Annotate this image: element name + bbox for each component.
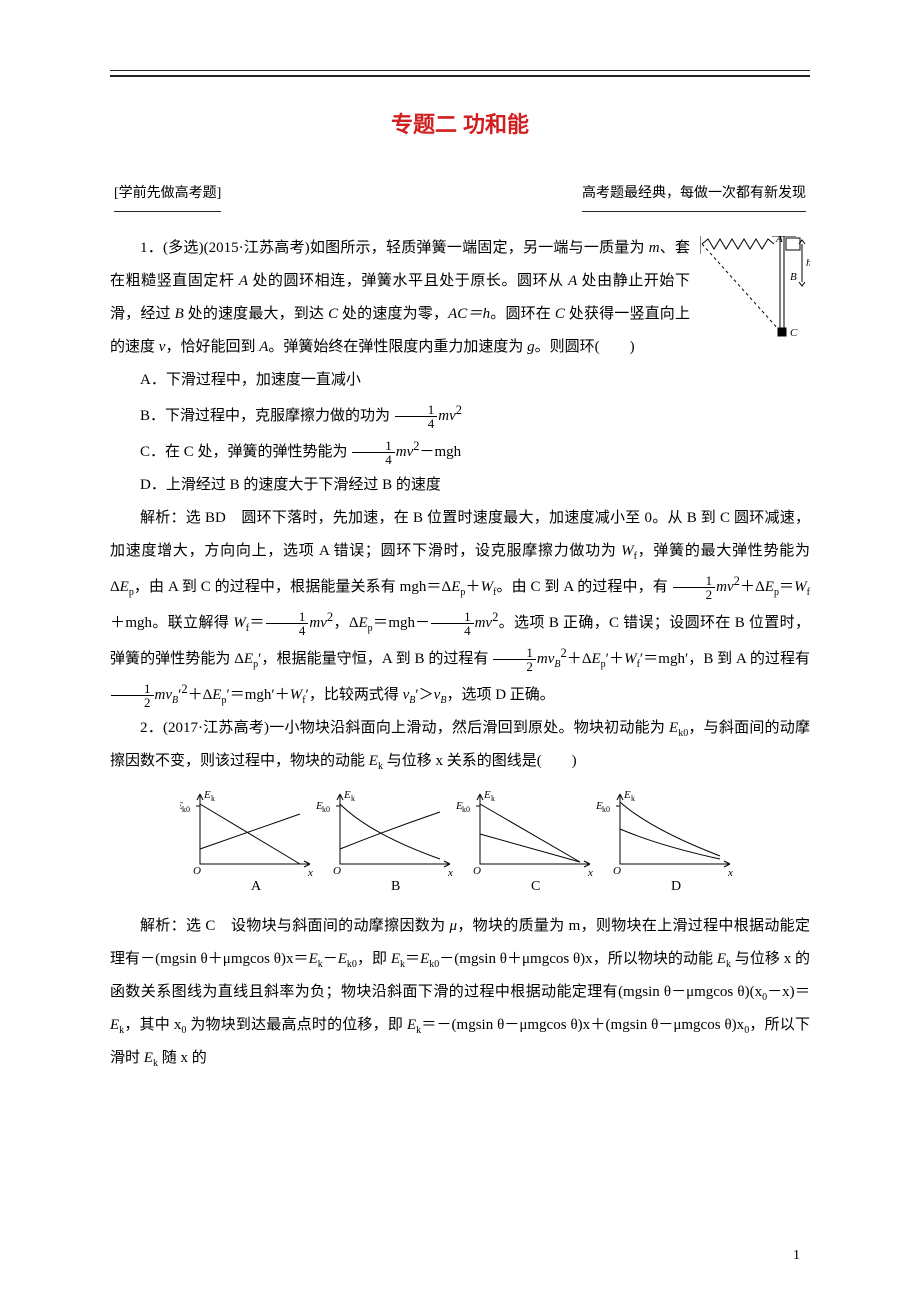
t: E xyxy=(669,720,678,736)
t: 2．(2017·江苏高考)一小物块沿斜面向上滑动，然后滑回到原处。物块初动能为 xyxy=(140,720,669,736)
svg-text:k0: k0 xyxy=(602,805,610,814)
subhead-right: 高考题最经典，每做一次都有新发现 xyxy=(582,179,806,212)
svg-text:k0: k0 xyxy=(462,805,470,814)
t: 。弹簧始终在弹性限度内重力加速度为 xyxy=(268,339,527,355)
svg-text:x: x xyxy=(587,867,593,879)
svg-text:O: O xyxy=(613,865,621,877)
svg-text:A: A xyxy=(251,879,262,894)
t: 随 x 的 xyxy=(158,1050,207,1066)
t: 与位移 x 关系的图线是( ) xyxy=(383,753,577,769)
frac-icon: 14 xyxy=(266,610,309,637)
frac-icon: 12 xyxy=(673,574,716,601)
t: B．下滑过程中，克服摩擦力做的功为 xyxy=(140,408,390,424)
t: C．在 C 处，弹簧的弹性势能为 xyxy=(140,444,348,460)
t: －mgh xyxy=(420,444,462,460)
label-m: m xyxy=(790,236,798,237)
t: ＝ xyxy=(779,579,794,595)
t: ′＝mgh′，B 到 A 的过程有 xyxy=(640,651,810,667)
svg-text:O: O xyxy=(473,865,481,877)
t: ＝mgh－ xyxy=(373,615,430,631)
t: 。则圆环( ) xyxy=(535,339,635,355)
page-title: 专题二 功和能 xyxy=(110,101,810,149)
t: ＋Δ xyxy=(740,579,765,595)
t: 。圆环在 xyxy=(490,306,555,322)
t: W xyxy=(621,543,634,559)
t: ，由 A 到 C 的过程中，根据能量关系有 mgh＝Δ xyxy=(134,579,451,595)
t: ′，根据能量守恒，A 到 B 的过程有 xyxy=(258,651,488,667)
frac-icon: 14 xyxy=(431,610,474,637)
t: ＋mgh。联立解得 xyxy=(110,615,233,631)
q2-sol: 解析：选 C 设物块与斜面间的动摩擦因数为 μ，物块的质量为 m，则物块在上滑过… xyxy=(110,910,810,1075)
t: －x)＝ xyxy=(767,984,810,1000)
t: μ xyxy=(449,918,457,934)
svg-text:E: E xyxy=(483,789,491,801)
frac-icon: 14 xyxy=(395,403,438,430)
top-rule xyxy=(110,70,810,77)
t: ＋Δ xyxy=(188,687,213,703)
svg-text:E: E xyxy=(343,789,351,801)
svg-text:E: E xyxy=(203,789,211,801)
t: － xyxy=(323,951,338,967)
frac-icon: 14 xyxy=(352,439,395,466)
q2-stem: 2．(2017·江苏高考)一小物块沿斜面向上滑动，然后滑回到原处。物块初动能为 … xyxy=(110,712,810,778)
svg-text:E: E xyxy=(623,789,631,801)
sub-heading: [学前先做高考题] 高考题最经典，每做一次都有新发现 xyxy=(110,179,810,214)
svg-text:k0: k0 xyxy=(182,805,190,814)
t: E xyxy=(120,579,129,595)
t: ＋Δ xyxy=(567,651,592,667)
t: ′＋ xyxy=(606,651,624,667)
t: 处的圆环相连，弹簧水平且处于原长。圆环从 xyxy=(248,273,568,289)
q1-sol: 解析：选 BD 圆环下落时，先加速，在 B 位置时速度最大，加速度减小至 0。从… xyxy=(110,502,810,712)
svg-text:k: k xyxy=(351,794,355,803)
q1-lead: 1．(多选)(2015·江苏高考)如图所示，轻质弹簧一端固定，另一端与一质量为 xyxy=(140,240,645,256)
svg-text:k0: k0 xyxy=(322,805,330,814)
t: ′，比较两式得 xyxy=(306,687,403,703)
label-h: h xyxy=(806,257,810,269)
svg-text:x: x xyxy=(727,867,733,879)
t: ＝－(mgsin θ－μmgcos θ)x＋(mgsin θ－μmgcos θ)… xyxy=(421,1017,744,1033)
label-C: C xyxy=(790,327,798,339)
frac-icon: 12 xyxy=(111,682,154,709)
svg-text:C: C xyxy=(531,879,540,894)
t: ，选项 D 正确。 xyxy=(446,687,554,703)
svg-text:O: O xyxy=(193,865,201,877)
svg-text:B: B xyxy=(391,879,400,894)
t: ，即 xyxy=(357,951,391,967)
t: 。由 C 到 A 的过程中，有 xyxy=(496,579,667,595)
q1-opt-C: C．在 C 处，弹簧的弹性势能为 14mv2－mgh xyxy=(110,433,810,469)
t: ，Δ xyxy=(333,615,358,631)
t: ，恰好能回到 xyxy=(165,339,259,355)
label-A: A xyxy=(775,236,783,245)
q1-opt-B: B．下滑过程中，克服摩擦力做的功为 14mv2 xyxy=(110,397,810,433)
svg-text:x: x xyxy=(447,867,453,879)
t: k0 xyxy=(678,728,688,739)
q1-opt-A: A．下滑过程中，加速度一直减小 xyxy=(110,364,810,397)
label-B: B xyxy=(790,271,797,283)
t: 处的速度最大，到达 xyxy=(184,306,328,322)
page-number: 1 xyxy=(793,1241,800,1272)
svg-text:k: k xyxy=(631,794,635,803)
svg-text:k: k xyxy=(491,794,495,803)
choice-charts: EkEk0OxAEkEk0OxBEkEk0OxCEkEk0OxD xyxy=(110,784,810,904)
t: 处的速度为零， xyxy=(338,306,448,322)
svg-text:D: D xyxy=(671,879,681,894)
q1-opt-D: D．上滑经过 B 的速度大于下滑经过 B 的速度 xyxy=(110,469,810,502)
svg-text:k: k xyxy=(211,794,215,803)
t: ＝ xyxy=(249,615,265,631)
t: 为物块到达最高点时的位移，即 xyxy=(186,1017,407,1033)
svg-text:x: x xyxy=(307,867,313,879)
t: ′＝mgh′＋ xyxy=(226,687,289,703)
frac-icon: 12 xyxy=(493,646,536,673)
t: AC＝h xyxy=(448,306,490,322)
t: ＝ xyxy=(405,951,420,967)
t: ′＞ xyxy=(415,687,433,703)
subhead-left: [学前先做高考题] xyxy=(114,179,221,212)
svg-text:O: O xyxy=(333,865,341,877)
t: E xyxy=(369,753,378,769)
t: ，其中 x xyxy=(124,1017,181,1033)
t: －(mgsin θ＋μmgcos θ)x，所以物块的动能 xyxy=(439,951,717,967)
spring-diagram: A m B h C xyxy=(700,236,810,359)
t: 解析：选 C 设物块与斜面间的动摩擦因数为 xyxy=(140,918,449,934)
